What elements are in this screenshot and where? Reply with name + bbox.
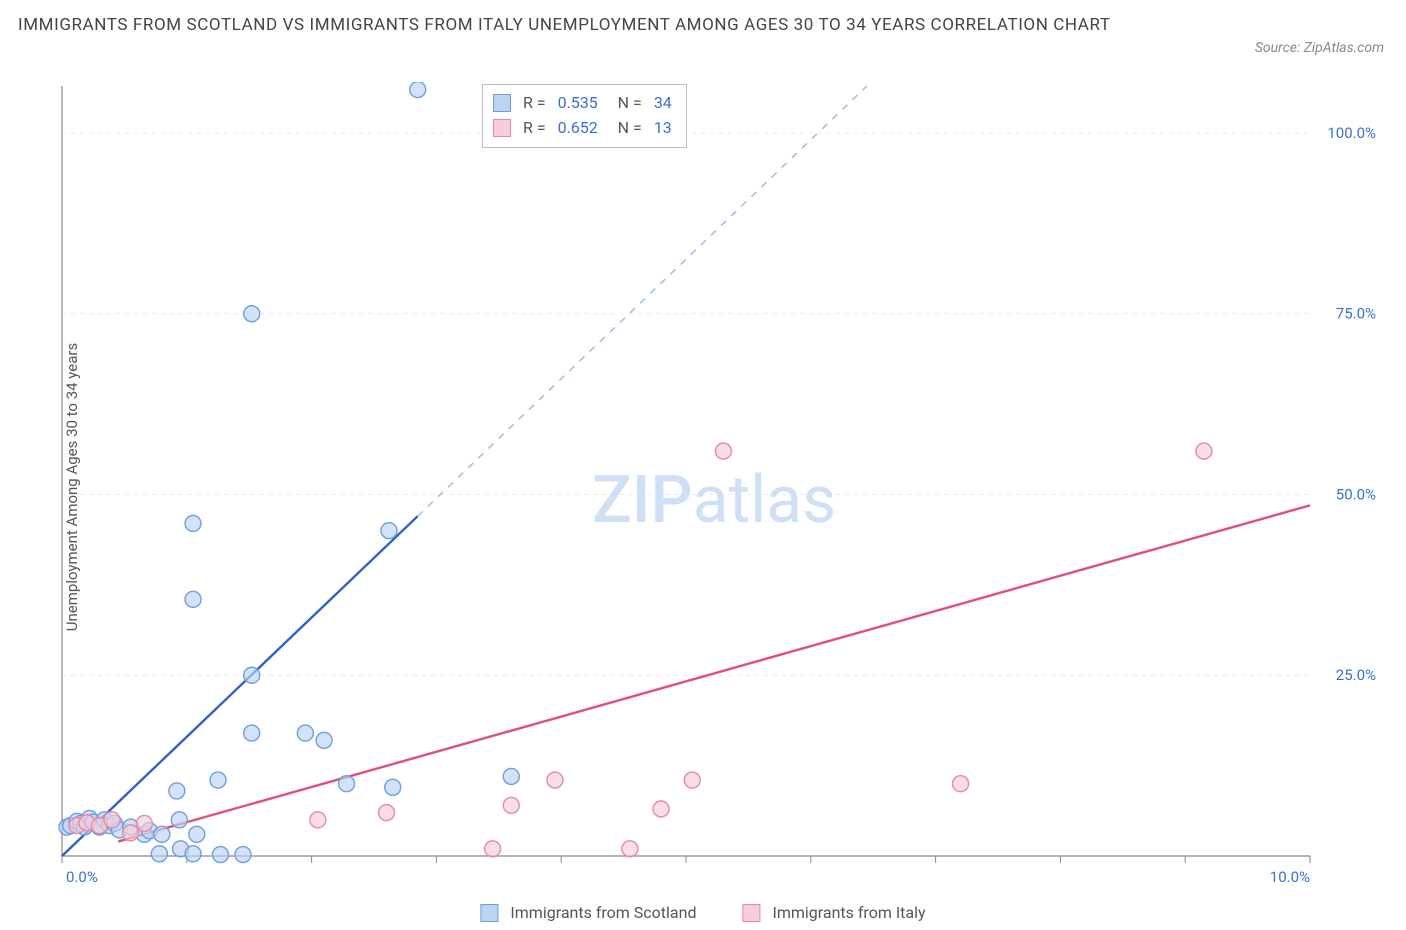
stats-r-label: R =: [523, 116, 550, 141]
data-point-italy: [653, 801, 669, 817]
data-point-scotland: [385, 779, 401, 795]
legend-label: Immigrants from Scotland: [510, 903, 696, 922]
chart-svg: 0.0% 10.0% 25.0% 50.0% 75.0% 100.0%: [52, 82, 1388, 892]
legend-item: Immigrants from Scotland: [480, 903, 696, 922]
legend-label: Immigrants from Italy: [772, 903, 925, 922]
data-point-italy: [378, 805, 394, 821]
data-point-scotland: [244, 667, 260, 683]
data-point-italy: [136, 815, 152, 831]
legend-swatch: [480, 904, 498, 922]
data-point-scotland: [185, 591, 201, 607]
data-point-scotland: [316, 732, 332, 748]
data-point-italy: [684, 772, 700, 788]
bottom-legend: Immigrants from Scotland Immigrants from …: [480, 903, 925, 922]
data-point-scotland: [297, 725, 313, 741]
stats-swatch-italy: [493, 119, 511, 137]
data-point-italy: [503, 797, 519, 813]
legend-swatch: [742, 904, 760, 922]
data-point-scotland: [339, 776, 355, 792]
data-point-scotland: [151, 846, 167, 862]
x-tick-label: 10.0%: [1270, 868, 1310, 886]
stats-swatch-scotland: [493, 94, 511, 112]
data-point-italy: [123, 825, 139, 841]
data-point-scotland: [503, 768, 519, 784]
y-tick-label: 50.0%: [1336, 485, 1376, 503]
data-point-italy: [485, 841, 501, 857]
data-point-scotland: [381, 523, 397, 539]
data-point-italy: [622, 841, 638, 857]
y-tick-label: 100.0%: [1327, 124, 1376, 142]
stats-r-label: R =: [523, 91, 550, 116]
data-point-italy: [104, 812, 120, 828]
data-point-italy: [310, 812, 326, 828]
data-point-scotland: [171, 812, 187, 828]
data-point-scotland: [185, 515, 201, 531]
data-point-scotland: [212, 847, 228, 863]
x-tick-label: 0.0%: [66, 868, 98, 886]
y-axis-label: Unemployment Among Ages 30 to 34 years: [63, 343, 81, 631]
stats-r-value: 0.535: [558, 91, 598, 116]
data-point-scotland: [410, 82, 426, 98]
data-point-italy: [953, 776, 969, 792]
data-point-italy: [547, 772, 563, 788]
data-point-scotland: [244, 725, 260, 741]
stats-n-label: N =: [606, 91, 646, 116]
stats-n-value: 13: [654, 116, 672, 141]
data-point-italy: [715, 443, 731, 459]
trend-line-scotland: [62, 516, 418, 856]
chart-title: IMMIGRANTS FROM SCOTLAND VS IMMIGRANTS F…: [18, 14, 1111, 37]
y-tick-label: 25.0%: [1336, 666, 1376, 684]
stats-r-value: 0.652: [558, 116, 598, 141]
data-point-scotland: [235, 847, 251, 863]
trend-line-dash-scotland: [418, 86, 867, 516]
data-point-scotland: [154, 826, 170, 842]
source-attribution: Source: ZipAtlas.com: [1255, 40, 1384, 56]
data-point-italy: [1196, 443, 1212, 459]
stats-row-italy: R = 0.652 N = 13: [493, 116, 672, 141]
stats-row-scotland: R = 0.535 N = 34: [493, 91, 672, 116]
plot-area: 0.0% 10.0% 25.0% 50.0% 75.0% 100.0% Unemploym…: [52, 82, 1388, 892]
trend-line-italy: [118, 505, 1310, 841]
data-point-scotland: [169, 783, 185, 799]
data-point-scotland: [210, 772, 226, 788]
legend-item: Immigrants from Italy: [742, 903, 925, 922]
y-tick-label: 75.0%: [1336, 305, 1376, 323]
stats-n-label: N =: [606, 116, 646, 141]
stats-n-value: 34: [654, 91, 672, 116]
data-point-scotland: [189, 826, 205, 842]
data-point-scotland: [185, 846, 201, 862]
stats-legend-box: R = 0.535 N = 34R = 0.652 N = 13: [482, 84, 687, 148]
data-point-scotland: [244, 306, 260, 322]
